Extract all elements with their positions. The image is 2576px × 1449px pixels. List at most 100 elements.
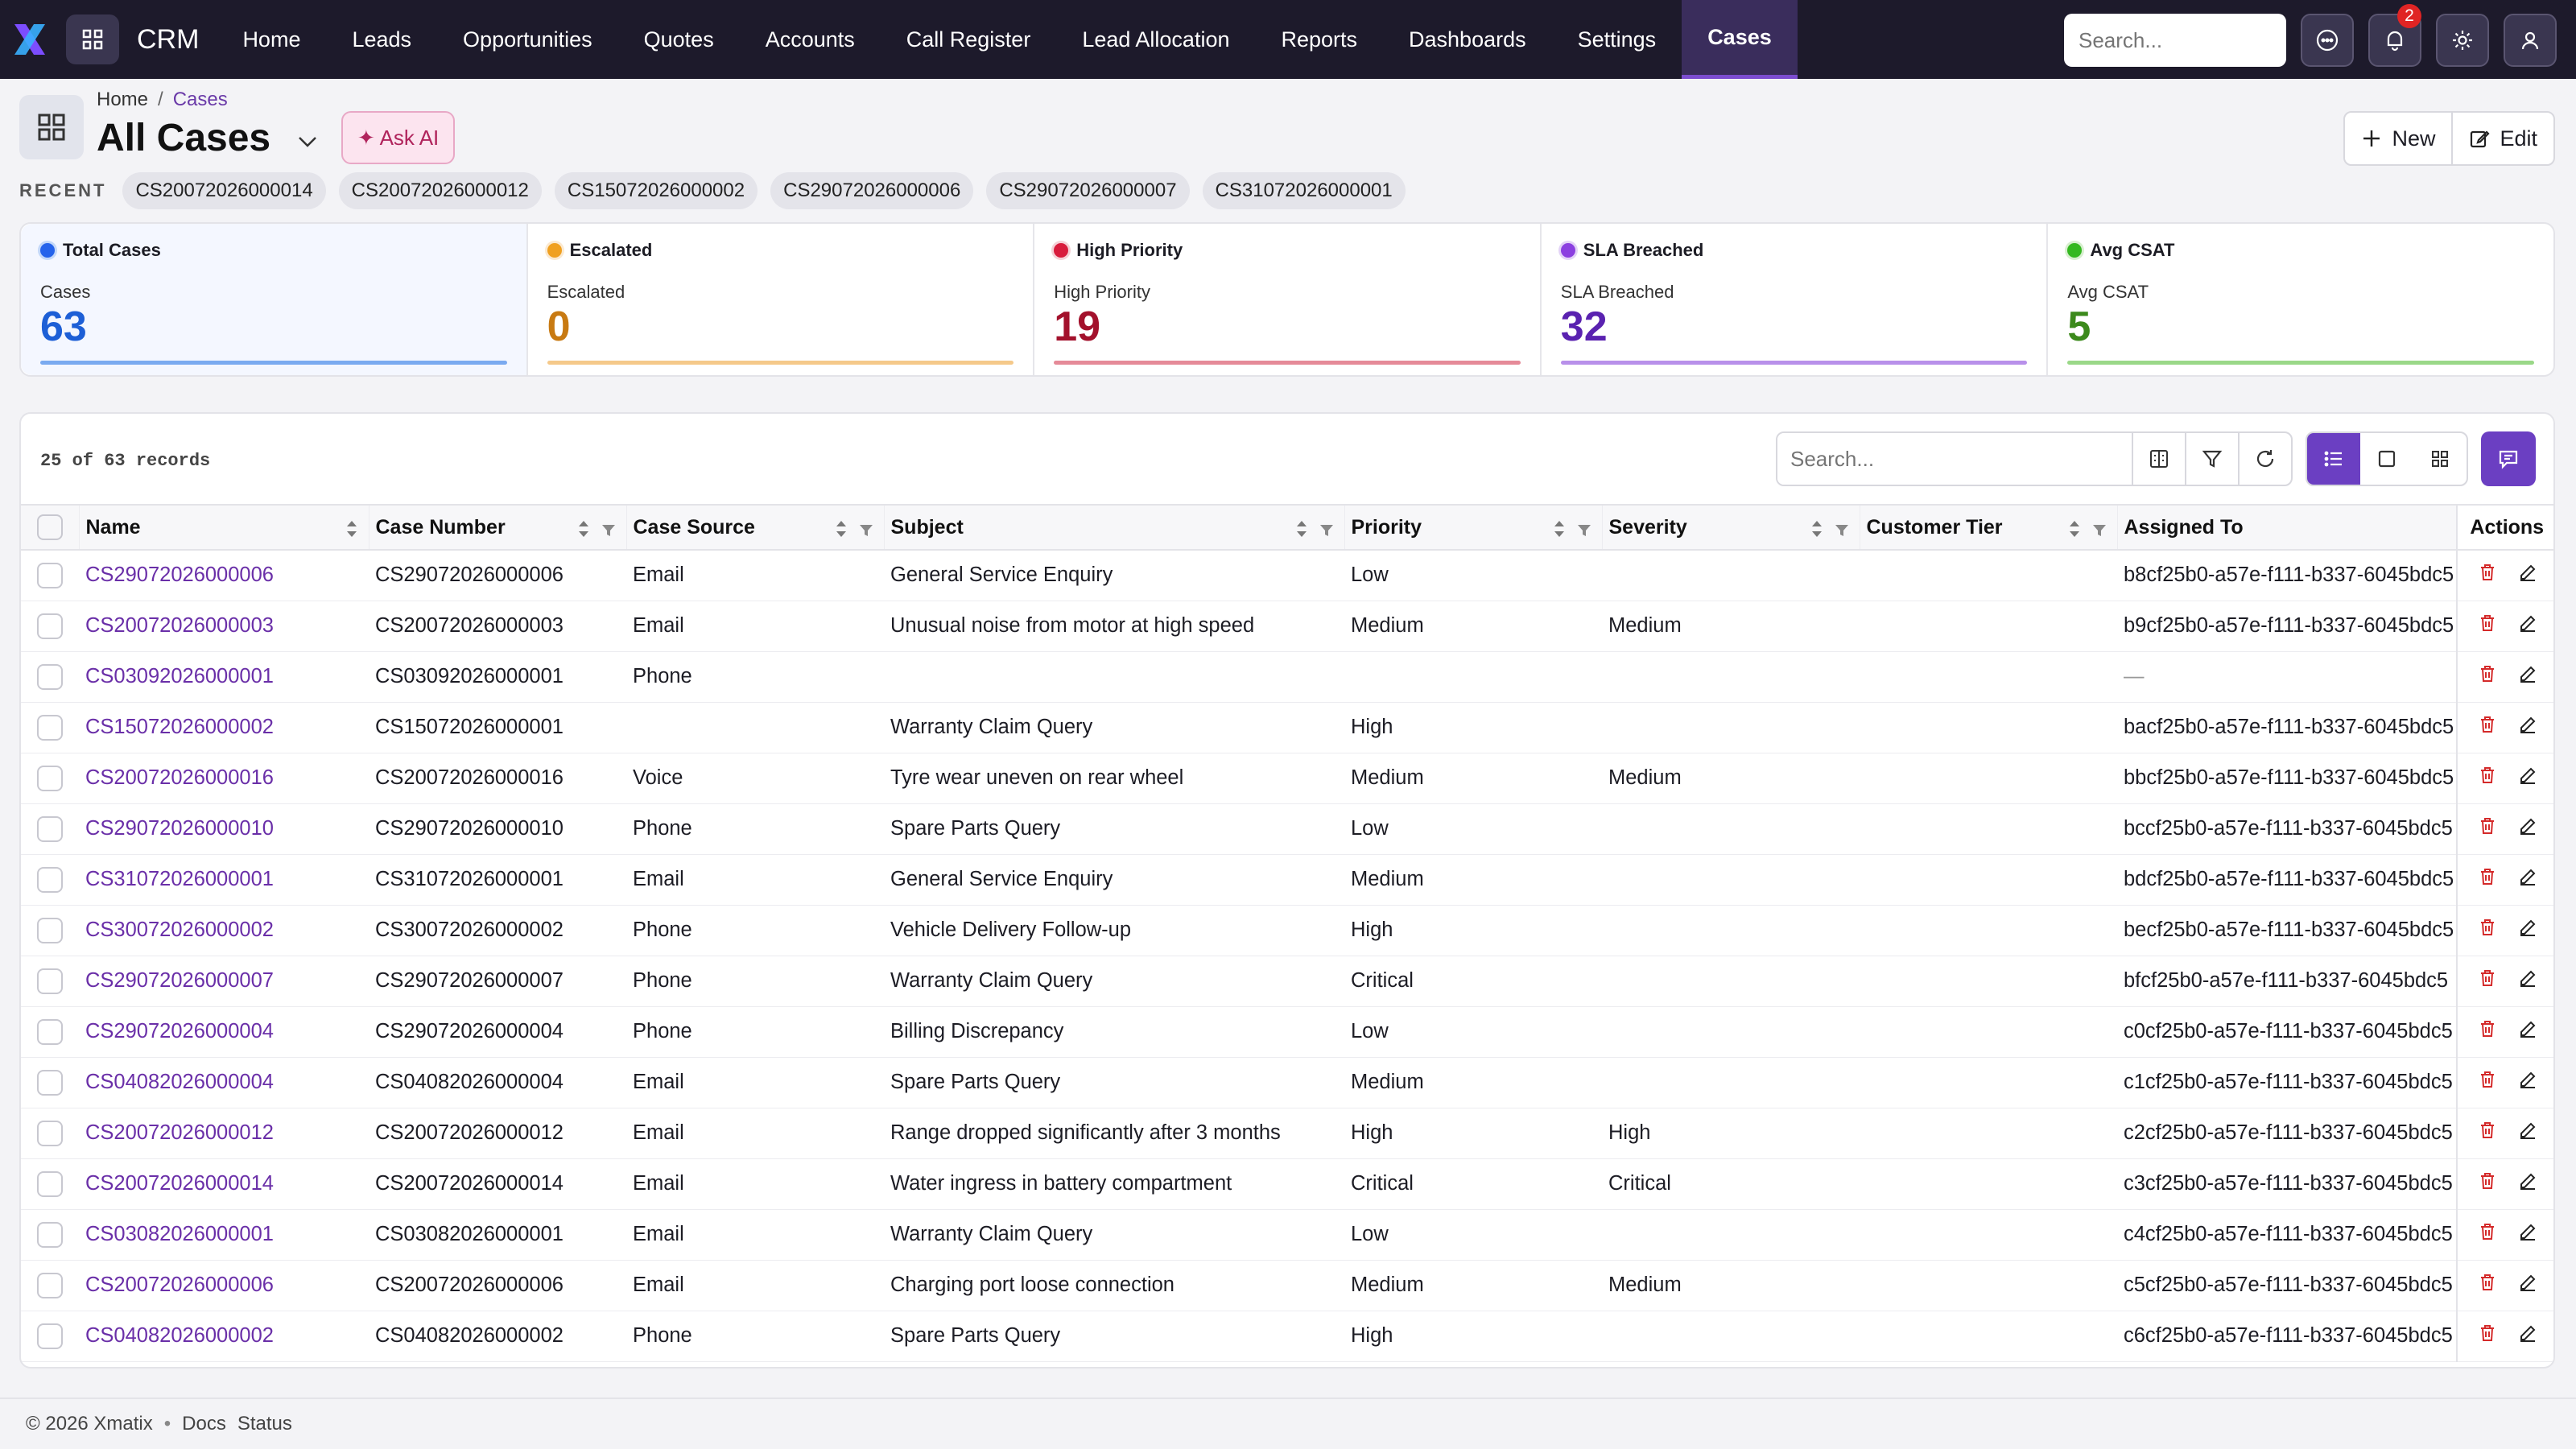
sort-icon[interactable]: [576, 518, 591, 545]
edit-icon[interactable]: [2518, 1323, 2537, 1348]
filter-icon[interactable]: [2091, 521, 2107, 544]
grid-view-button[interactable]: [2413, 433, 2467, 485]
delete-icon[interactable]: [2478, 816, 2497, 841]
delete-icon[interactable]: [2478, 1070, 2497, 1095]
row-checkbox[interactable]: [37, 765, 63, 791]
stat-card-avg-csat[interactable]: Avg CSAT Avg CSAT 5: [2046, 224, 2553, 375]
card-view-button[interactable]: [2360, 433, 2413, 485]
app-launcher-button[interactable]: [66, 14, 119, 64]
column-chooser-button[interactable]: [2132, 433, 2185, 485]
row-checkbox[interactable]: [37, 815, 63, 842]
delete-icon[interactable]: [2478, 867, 2497, 892]
cell-name[interactable]: CS04082026000004: [79, 1057, 369, 1108]
table-row[interactable]: CS03092026000001 CS03092026000001 Phone —: [21, 651, 2553, 703]
recent-chip[interactable]: CS29072026000007: [986, 172, 1190, 209]
column-header-case-number[interactable]: Case Number: [369, 504, 627, 551]
column-header-actions[interactable]: Actions: [2456, 504, 2553, 551]
row-checkbox[interactable]: [37, 1069, 63, 1096]
table-row[interactable]: CS15072026000002 CS15072026000001 Warranty…: [21, 702, 2553, 753]
table-search-input[interactable]: [1777, 433, 2132, 485]
delete-icon[interactable]: [2478, 664, 2497, 689]
delete-icon[interactable]: [2478, 1171, 2497, 1196]
row-checkbox[interactable]: [37, 1323, 63, 1349]
column-header-subject[interactable]: Subject: [884, 504, 1345, 551]
notifications-button[interactable]: 2: [2368, 4, 2421, 67]
stat-card-sla-breached[interactable]: SLA Breached SLA Breached 32: [1539, 224, 2047, 375]
cell-name[interactable]: CS29072026000004: [79, 1006, 369, 1058]
edit-icon[interactable]: [2518, 1019, 2537, 1044]
user-profile-button[interactable]: [2504, 14, 2557, 67]
table-row[interactable]: CS20072026000016 CS20072026000016 Voice Tyr…: [21, 753, 2553, 804]
select-all-checkbox[interactable]: [36, 514, 63, 540]
nav-item-accounts[interactable]: Accounts: [765, 27, 855, 52]
cell-name[interactable]: CS20072026000016: [79, 753, 369, 804]
row-checkbox[interactable]: [37, 866, 63, 893]
new-button[interactable]: New: [2345, 113, 2451, 164]
edit-icon[interactable]: [2518, 563, 2537, 588]
edit-icon[interactable]: [2518, 816, 2537, 841]
column-header-name[interactable]: Name: [79, 504, 369, 551]
table-row[interactable]: CS29072026000006 CS29072026000006 Email Gen…: [21, 550, 2553, 601]
ask-ai-button[interactable]: ✦ Ask AI: [341, 111, 456, 164]
column-header-assigned-to[interactable]: Assigned To: [2117, 504, 2458, 551]
delete-icon[interactable]: [2478, 1273, 2497, 1298]
column-header-severity[interactable]: Severity: [1602, 504, 1860, 551]
row-checkbox[interactable]: [37, 1120, 63, 1146]
edit-icon[interactable]: [2518, 1171, 2537, 1196]
edit-icon[interactable]: [2518, 1222, 2537, 1247]
list-view-button[interactable]: [2307, 433, 2360, 485]
x-logo-icon[interactable]: [13, 23, 47, 56]
nav-item-call-register[interactable]: Call Register: [906, 27, 1031, 52]
row-checkbox[interactable]: [37, 1018, 63, 1045]
row-checkbox[interactable]: [37, 917, 63, 943]
table-row[interactable]: CS20072026000006 CS20072026000006 Email Cha…: [21, 1260, 2553, 1311]
row-checkbox[interactable]: [37, 1272, 63, 1298]
sort-icon[interactable]: [345, 518, 359, 545]
stat-card-total-cases[interactable]: Total Cases Cases 63: [21, 224, 526, 375]
row-checkbox[interactable]: [37, 1221, 63, 1248]
row-checkbox[interactable]: [37, 562, 63, 588]
stat-card-escalated[interactable]: Escalated Escalated 0: [526, 224, 1034, 375]
cell-name[interactable]: CS29072026000010: [79, 803, 369, 855]
settings-button[interactable]: [2436, 14, 2489, 67]
breadcrumb-home[interactable]: Home: [97, 89, 149, 110]
edit-icon[interactable]: [2518, 715, 2537, 740]
edit-icon[interactable]: [2518, 1121, 2537, 1146]
edit-icon[interactable]: [2518, 1273, 2537, 1298]
filter-button[interactable]: [2185, 433, 2238, 485]
edit-icon[interactable]: [2518, 664, 2537, 689]
table-row[interactable]: CS20072026000003 CS20072026000003 Email Unu…: [21, 601, 2553, 652]
nav-item-settings[interactable]: Settings: [1577, 27, 1657, 52]
sort-icon[interactable]: [1552, 518, 1567, 545]
table-row[interactable]: CS31072026000001 CS31072026000001 Email Gen…: [21, 854, 2553, 906]
cell-name[interactable]: CS31072026000001: [79, 854, 369, 906]
filter-icon[interactable]: [601, 521, 617, 544]
cell-name[interactable]: CS20072026000003: [79, 601, 369, 652]
recent-chip[interactable]: CS20072026000012: [338, 172, 542, 209]
cell-name[interactable]: CS30072026000002: [79, 905, 369, 956]
delete-icon[interactable]: [2478, 563, 2497, 588]
recent-chip[interactable]: CS20072026000014: [122, 172, 326, 209]
nav-item-leads[interactable]: Leads: [352, 27, 412, 52]
filter-icon[interactable]: [858, 521, 874, 544]
table-row[interactable]: CS04082026000004 CS04082026000004 Email Spa…: [21, 1057, 2553, 1108]
delete-icon[interactable]: [2478, 1121, 2497, 1146]
edit-button[interactable]: Edit: [2451, 113, 2553, 164]
row-checkbox[interactable]: [37, 663, 63, 690]
filter-icon[interactable]: [1319, 521, 1335, 544]
sort-icon[interactable]: [2067, 518, 2082, 545]
edit-icon[interactable]: [2518, 867, 2537, 892]
cell-name[interactable]: CS03082026000001: [79, 1209, 369, 1261]
edit-icon[interactable]: [2518, 918, 2537, 943]
table-row[interactable]: CS29072026000007 CS29072026000007 Phone War…: [21, 956, 2553, 1007]
table-row[interactable]: CS29072026000004 CS29072026000004 Phone Bil…: [21, 1006, 2553, 1058]
filter-icon[interactable]: [1576, 521, 1592, 544]
recent-chip[interactable]: CS29072026000006: [770, 172, 974, 209]
sort-icon[interactable]: [1294, 518, 1309, 545]
cell-name[interactable]: CS20072026000006: [79, 1260, 369, 1311]
delete-icon[interactable]: [2478, 766, 2497, 791]
edit-icon[interactable]: [2518, 613, 2537, 638]
table-row[interactable]: CS04082026000002 CS04082026000002 Phone Spa…: [21, 1311, 2553, 1362]
edit-icon[interactable]: [2518, 1070, 2537, 1095]
row-checkbox[interactable]: [37, 714, 63, 741]
